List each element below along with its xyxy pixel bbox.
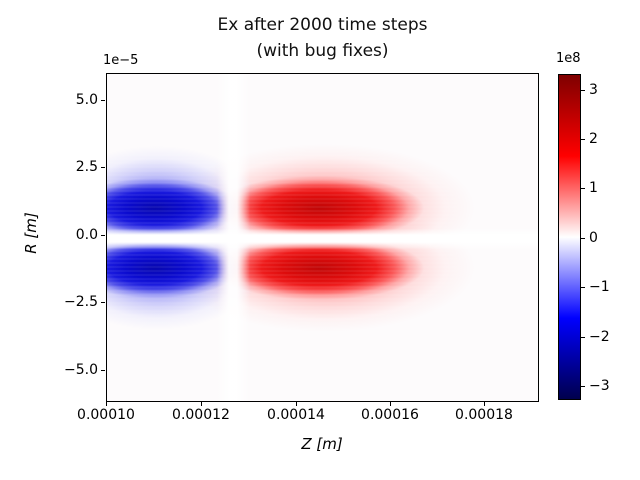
y-tick-label: 5.0 — [75, 92, 98, 108]
y-tick-label: −2.5 — [64, 294, 98, 310]
y-tick-mark — [101, 167, 105, 168]
y-axis-label: R [m] — [22, 212, 40, 254]
x-axis-label: Z [m] — [301, 435, 343, 453]
colorbar-tick-mark — [581, 386, 585, 387]
y-tick-label: 2.5 — [75, 159, 98, 175]
colorbar-tick-mark — [581, 90, 585, 91]
x-tick-mark — [390, 402, 391, 406]
colorbar-tick-mark — [581, 238, 585, 239]
y-tick-mark — [101, 302, 105, 303]
x-tick-mark — [484, 402, 485, 406]
y-tick-mark — [101, 370, 105, 371]
x-tick-mark — [296, 402, 297, 406]
colorbar-tick-mark — [581, 139, 585, 140]
colorbar-tick-label: −2 — [589, 329, 610, 345]
colorbar-tick-label: 3 — [589, 82, 598, 98]
colorbar-tick-mark — [581, 287, 585, 288]
y-tick-label: −5.0 — [64, 362, 98, 378]
colorbar-tick-mark — [581, 337, 585, 338]
y-axis-offset-label: 1e−5 — [103, 53, 139, 68]
colorbar-tick-label: −3 — [589, 378, 610, 394]
colorbar-tick-mark — [581, 188, 585, 189]
x-tick-mark — [106, 402, 107, 406]
colorbar-gradient — [558, 74, 581, 400]
x-tick-mark — [201, 402, 202, 406]
chart-title-block: Ex after 2000 time steps (with bug fixes… — [106, 12, 539, 64]
heatmap-canvas — [106, 73, 539, 402]
colorbar-scale-label: 1e8 — [556, 51, 581, 66]
x-tick-label: 0.00014 — [267, 407, 325, 423]
colorbar-tick-label: 2 — [589, 131, 598, 147]
colorbar-tick-label: −1 — [589, 279, 610, 295]
colorbar-tick-label: 1 — [589, 180, 598, 196]
colorbar-tick-label: 0 — [589, 230, 598, 246]
chart-title: Ex after 2000 time steps — [217, 15, 428, 35]
y-tick-mark — [101, 100, 105, 101]
x-tick-label: 0.00012 — [172, 407, 230, 423]
x-tick-label: 0.00010 — [77, 407, 135, 423]
y-tick-mark — [101, 235, 105, 236]
y-tick-label: 0.0 — [75, 227, 98, 243]
chart-subtitle: (with bug fixes) — [256, 41, 389, 61]
x-tick-label: 0.00018 — [455, 407, 513, 423]
x-tick-label: 0.00016 — [361, 407, 419, 423]
